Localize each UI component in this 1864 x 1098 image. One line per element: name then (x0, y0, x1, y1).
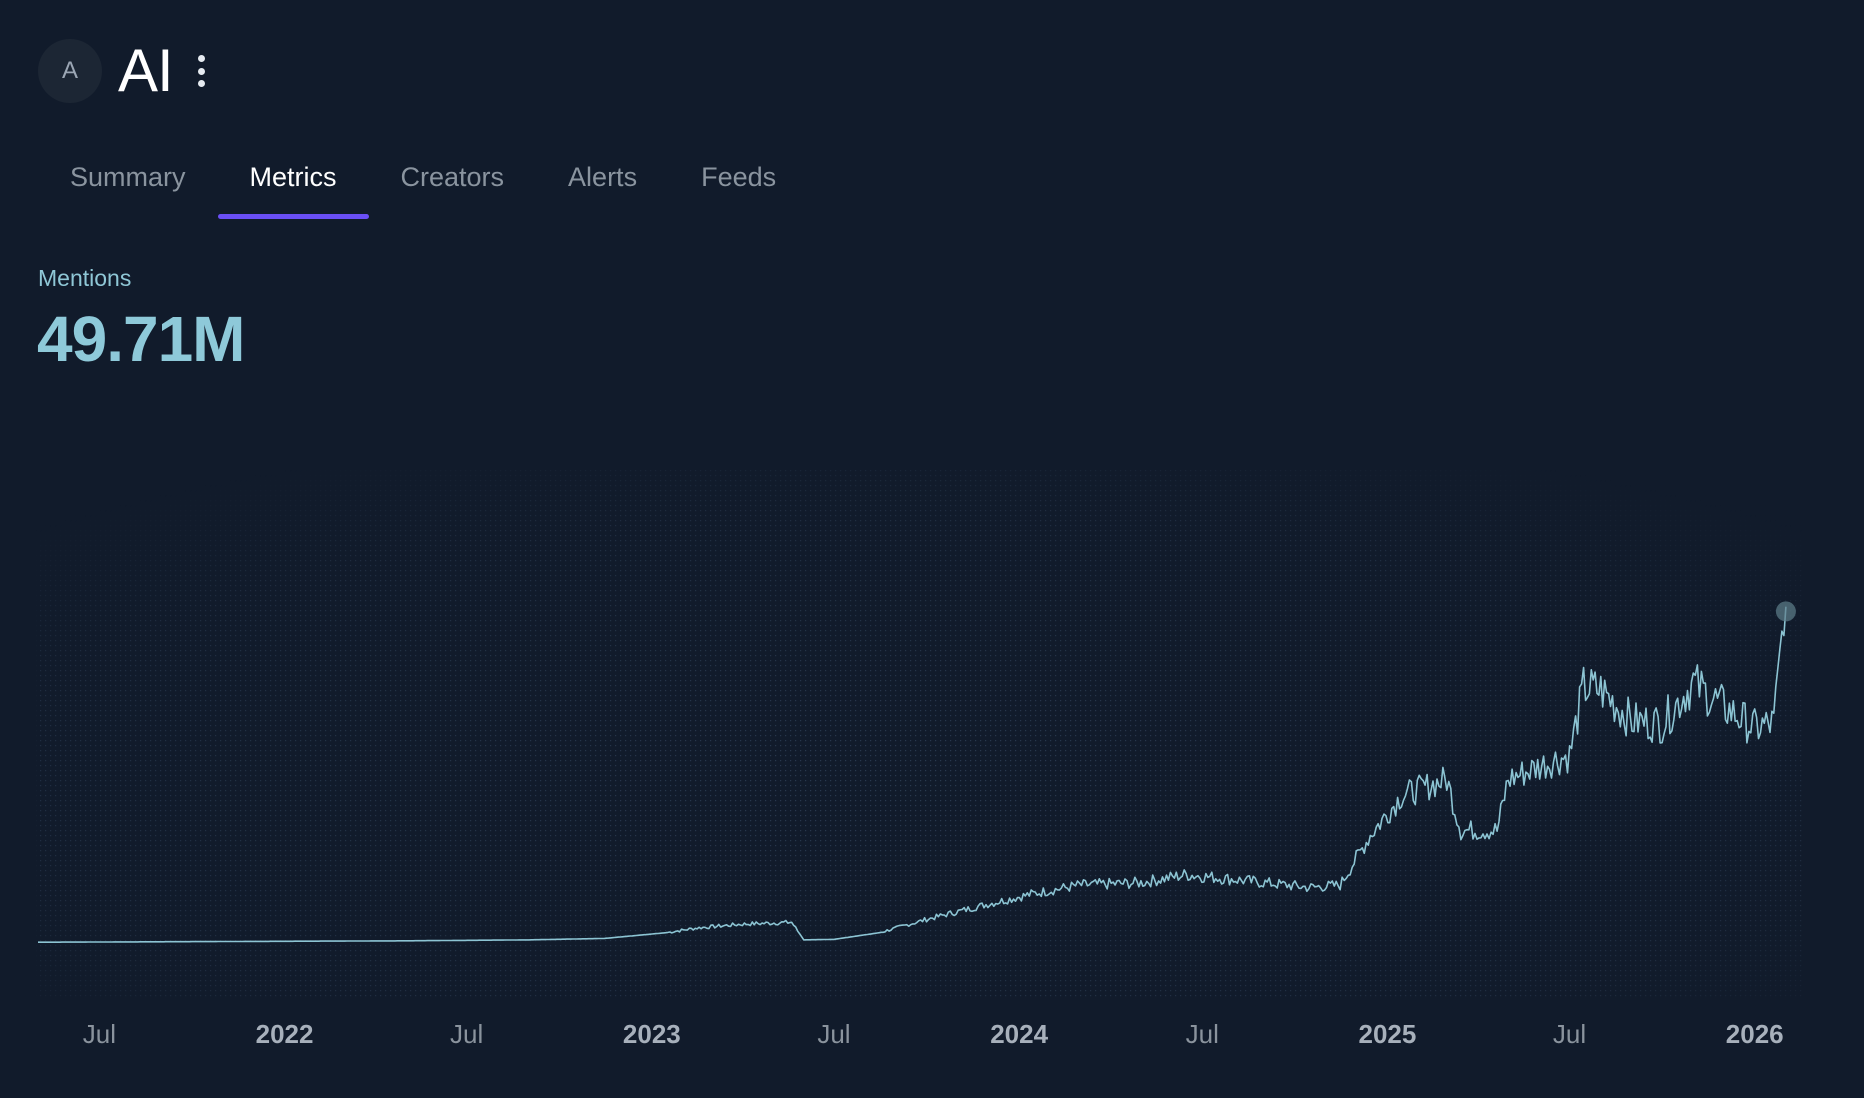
metric-value: 49.71M (37, 303, 245, 375)
x-axis-ticks: Jul 2022 Jul 2023 Jul 2024 Jul 2025 Jul 2026 (83, 1019, 1784, 1049)
series-line-0[interactable] (38, 606, 1787, 943)
header: A AI (38, 38, 209, 104)
tab-feeds[interactable]: Feeds (701, 162, 777, 192)
x-tick-label: Jul (1553, 1019, 1586, 1049)
tab-creators[interactable]: Creators (400, 162, 505, 192)
x-tick-label: 2026 (1726, 1019, 1784, 1049)
avatar[interactable]: A (38, 39, 102, 103)
x-tick-label: Jul (1186, 1019, 1219, 1049)
series-layer (38, 601, 1796, 943)
x-tick-label: Jul (450, 1019, 483, 1049)
x-tick-label: Jul (83, 1019, 116, 1049)
x-tick-label: 2023 (623, 1019, 681, 1049)
tab-summary[interactable]: Summary (70, 162, 186, 192)
tab-alerts[interactable]: Alerts (568, 162, 638, 192)
chart-plot-background (36, 470, 1804, 1000)
more-options-icon[interactable] (195, 51, 209, 91)
tab-bar: Summary Metrics Creators Alerts Feeds (38, 152, 808, 219)
x-tick-label: 2022 (256, 1019, 314, 1049)
mentions-chart[interactable]: Jul 2022 Jul 2023 Jul 2024 Jul 2025 Jul 2026 (0, 460, 1864, 1070)
latest-point-marker[interactable] (1775, 601, 1796, 622)
x-tick-label: 2025 (1359, 1019, 1417, 1049)
page-title: AI (118, 37, 174, 104)
tab-metrics[interactable]: Metrics (217, 152, 369, 219)
metric-label: Mentions (38, 265, 132, 291)
x-tick-label: Jul (817, 1019, 850, 1049)
x-tick-label: 2024 (990, 1019, 1048, 1049)
